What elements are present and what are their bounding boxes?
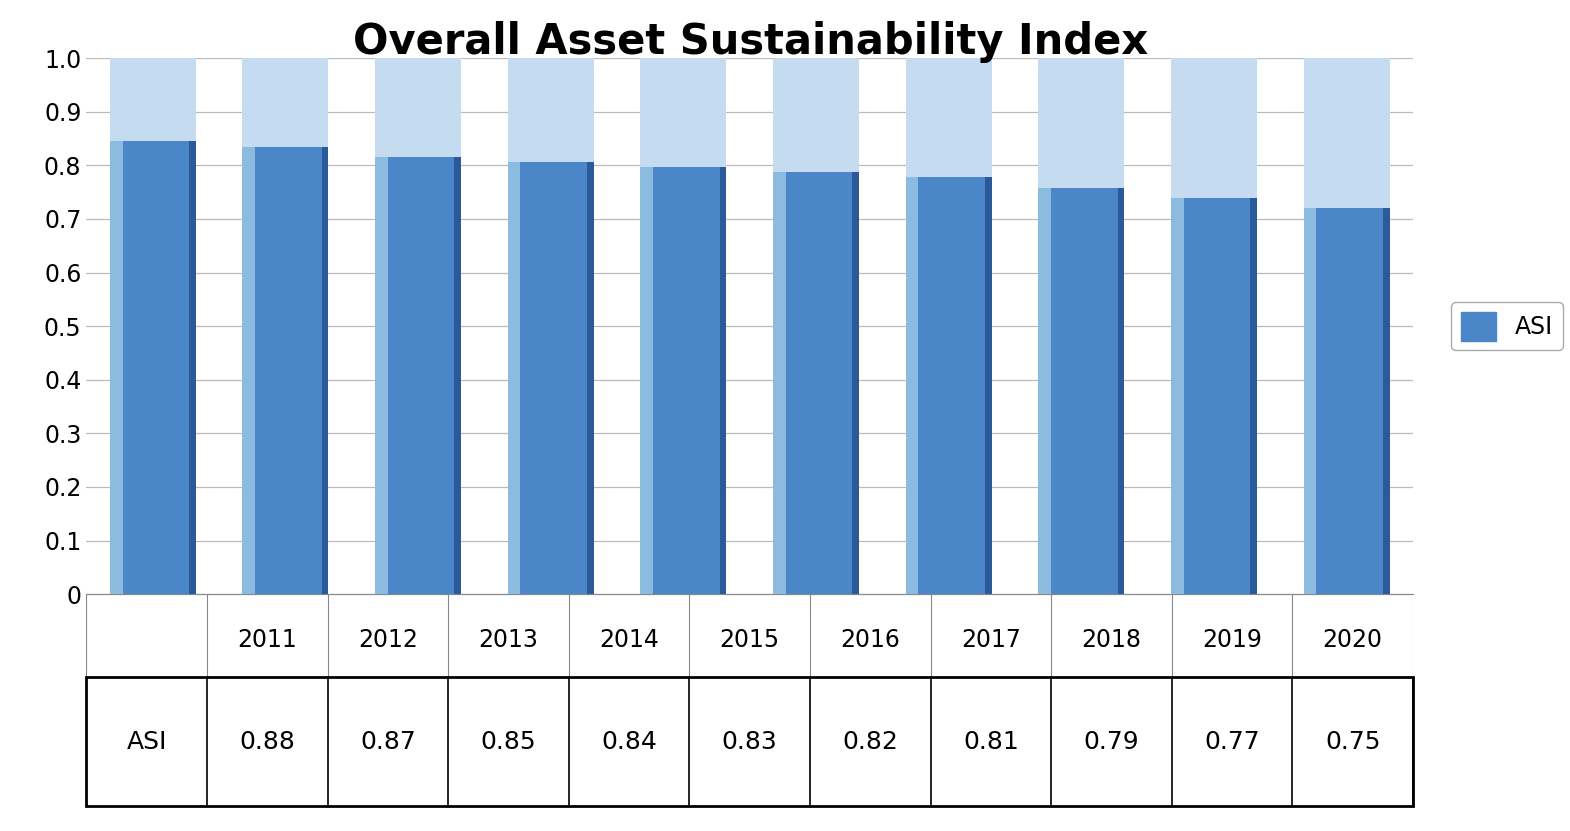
Bar [1250,181,1258,594]
Text: 2013: 2013 [479,628,539,652]
Bar [1171,0,1258,198]
Text: 0.82: 0.82 [843,730,898,754]
Text: 0.83: 0.83 [722,730,777,754]
Legend: ASI: ASI [1451,302,1562,350]
Bar [507,0,593,162]
Bar [1303,0,1389,209]
Bar [322,128,328,594]
Bar [906,0,992,177]
Bar [188,122,196,594]
Bar [587,144,593,594]
Bar [454,139,462,594]
Bar [375,139,388,594]
Bar [110,122,122,594]
Bar [906,160,992,594]
Text: 2020: 2020 [1322,628,1383,652]
Text: 2016: 2016 [840,628,900,652]
Bar [641,0,727,167]
Bar [1118,170,1124,594]
Text: 0.88: 0.88 [239,730,295,754]
Bar [507,144,521,594]
Bar [507,144,593,594]
Bar [641,150,727,594]
Text: 0.75: 0.75 [1325,730,1380,754]
Bar [1038,170,1124,594]
Bar [375,0,462,157]
Bar [242,128,328,594]
Text: 0.77: 0.77 [1204,730,1259,754]
Bar [110,122,196,594]
Text: 0.81: 0.81 [962,730,1019,754]
Bar [1038,170,1052,594]
Bar [772,0,859,172]
Bar [375,139,462,594]
Bar [1303,192,1317,594]
Bar [1303,192,1389,594]
Bar [772,155,787,594]
Bar [242,128,256,594]
Bar [719,150,727,594]
Bar [1383,192,1389,594]
Text: 0.85: 0.85 [480,730,537,754]
Bar [641,150,653,594]
Bar [1171,181,1184,594]
Text: 0.79: 0.79 [1083,730,1140,754]
Bar [1171,181,1258,594]
Text: 2012: 2012 [358,628,418,652]
Bar [772,155,859,594]
Bar [984,160,992,594]
Text: 2015: 2015 [719,628,780,652]
Text: Overall Asset Sustainability Index: Overall Asset Sustainability Index [353,21,1148,63]
Bar [906,160,918,594]
Text: 2019: 2019 [1203,628,1262,652]
Text: 0.84: 0.84 [601,730,656,754]
Text: 2014: 2014 [600,628,659,652]
Bar [1038,0,1124,188]
Bar [853,155,859,594]
Bar [110,0,196,141]
Text: 2018: 2018 [1082,628,1141,652]
Text: 2017: 2017 [961,628,1021,652]
Text: ASI: ASI [127,730,166,754]
Bar [242,0,328,146]
Text: 0.87: 0.87 [360,730,416,754]
Text: 2011: 2011 [237,628,297,652]
